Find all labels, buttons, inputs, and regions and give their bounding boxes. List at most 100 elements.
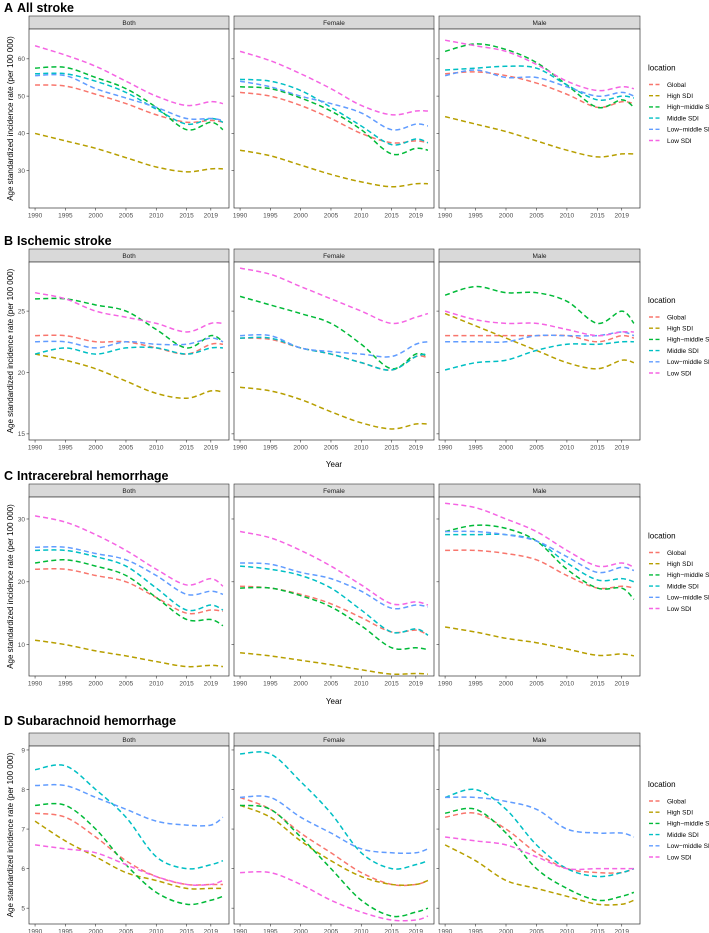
facet-female: Female 1990 1995 2000 2005 2010 2015 2019 (231, 15, 435, 220)
legend-label-high-sdi: High SDI (667, 93, 693, 100)
x-tick-label: 2019 (409, 929, 424, 933)
series-line-low-sdi (239, 267, 429, 325)
series-line-low-middle-sdi (240, 562, 429, 610)
series-line-global (35, 568, 224, 615)
panel-border (28, 496, 230, 677)
series-line-high-sdi (34, 820, 223, 890)
facet-female: Female 1990 1995 2000 2005 2010 2015 2019 (231, 732, 435, 933)
panel-letter: C (4, 469, 13, 483)
series-line-high-sdi (239, 652, 428, 676)
facet-strip-label: Both (122, 737, 136, 744)
panel-border (28, 261, 230, 441)
plot-area (439, 29, 640, 208)
panel-border (438, 28, 641, 209)
panel-title-text: Subarachnoid hemorrhage (17, 714, 176, 728)
x-tick-label: 2015 (384, 929, 399, 933)
facet-strip-label: Both (122, 20, 136, 27)
series-line-global (445, 549, 635, 590)
x-tick-label: 2015 (179, 681, 194, 688)
series-line-high-middle-sdi (240, 586, 429, 651)
series-line-low-middle-sdi (444, 69, 635, 97)
y-axis-title: Age standardized incidence rate (per 100… (6, 504, 15, 669)
y-axis-title: Age standardized incidence rate (per 100… (6, 752, 15, 917)
x-tick-label: 2000 (293, 213, 308, 220)
x-tick-label: 2010 (560, 445, 575, 452)
x-tick-label: 2005 (529, 681, 544, 688)
facet-both: Both 30 40 50 60 1990 1995 2000 2005 2010 2015 2019 (18, 15, 230, 220)
facet-female: Female 1990 1995 2000 2005 2010 2015 2019 (231, 483, 435, 688)
facet-both: Both 10 20 30 1990 1995 2000 2005 2010 2015 2019 (18, 483, 230, 688)
facet-both: Both 15 20 25 1990 1995 2000 2005 2010 2015 2019 (18, 248, 230, 452)
legend-label-global: Global (667, 82, 686, 89)
x-tick-label: 2000 (88, 681, 103, 688)
panel-title-text: All stroke (17, 1, 74, 15)
series-line-middle-sdi (34, 346, 223, 355)
x-tick-label: 2005 (324, 445, 339, 452)
series-line-low-middle-sdi (240, 334, 429, 358)
x-tick-label: 2000 (88, 929, 103, 933)
panel-border (438, 745, 641, 925)
x-tick-label: 2010 (149, 445, 164, 452)
series-line-middle-sdi (444, 340, 634, 371)
series-line-low-sdi (444, 310, 634, 337)
x-tick-label: 2010 (560, 681, 575, 688)
x-tick-label: 2019 (614, 929, 629, 933)
series-line-high-sdi (444, 115, 634, 158)
y-tick-label: 50 (18, 93, 26, 100)
x-tick-label: 2000 (88, 213, 103, 220)
x-tick-label: 2005 (529, 445, 544, 452)
legend-title: location (648, 780, 676, 789)
x-tick-label: 2015 (384, 445, 399, 452)
series-line-low-middle-sdi (35, 546, 224, 596)
series-line-high-middle-sdi (35, 802, 224, 906)
x-tick-label: 2019 (409, 445, 424, 452)
y-tick-label: 7 (21, 826, 25, 833)
legend-label-low-sdi: Low SDI (667, 854, 692, 861)
x-tick-label: 2000 (293, 681, 308, 688)
x-axis-title: Year (326, 460, 343, 469)
x-tick-label: 1990 (28, 681, 43, 688)
legend: location Global High SDI High−middle SDI Mid… (648, 780, 709, 861)
series-line-high-sdi (444, 844, 635, 906)
x-tick-label: 2015 (179, 929, 194, 933)
series-line-low-sdi (444, 502, 635, 569)
facet-strip-label: Female (323, 20, 345, 27)
series-line-high-sdi (239, 149, 428, 188)
x-tick-label: 2019 (204, 445, 219, 452)
x-tick-label: 1990 (28, 929, 43, 933)
x-tick-label: 1995 (263, 213, 278, 220)
legend-label-high-middle-sdi: High−middle SDI (667, 821, 709, 828)
panel-letter: A (4, 1, 13, 15)
series-line-low-middle-sdi (35, 73, 224, 122)
x-tick-label: 2015 (590, 445, 605, 452)
series-line-high-sdi (34, 132, 223, 173)
y-tick-label: 30 (18, 516, 26, 523)
x-tick-label: 1995 (58, 445, 73, 452)
x-tick-label: 2019 (614, 681, 629, 688)
plot-area (234, 746, 434, 924)
facet-strip-label: Female (323, 253, 345, 260)
series-line-global (35, 84, 224, 124)
x-tick-label: 1995 (263, 929, 278, 933)
series-line-middle-sdi (35, 72, 224, 126)
plot-area (29, 262, 229, 440)
legend-label-middle-sdi: Middle SDI (667, 348, 699, 355)
series-line-low-sdi (239, 50, 428, 116)
series-line-low-sdi (239, 530, 429, 606)
y-tick-label: 25 (18, 308, 26, 315)
plot-area (234, 262, 434, 440)
panel-border (438, 496, 641, 677)
legend-title: location (648, 296, 676, 305)
x-tick-label: 1995 (58, 681, 73, 688)
x-tick-label: 2015 (384, 213, 399, 220)
panel-title-D: D Subarachnoid hemorrhage (4, 714, 176, 728)
x-tick-label: 2010 (354, 929, 369, 933)
legend-label-high-sdi: High SDI (667, 810, 693, 817)
legend-label-low-middle-sdi: Low−middle SDI (667, 127, 709, 134)
x-tick-label: 2010 (560, 929, 575, 933)
x-tick-label: 1995 (468, 213, 483, 220)
x-tick-label: 2015 (384, 681, 399, 688)
series-line-low-middle-sdi (445, 530, 635, 574)
series-line-low-sdi (240, 870, 429, 922)
series-line-middle-sdi (444, 788, 635, 878)
